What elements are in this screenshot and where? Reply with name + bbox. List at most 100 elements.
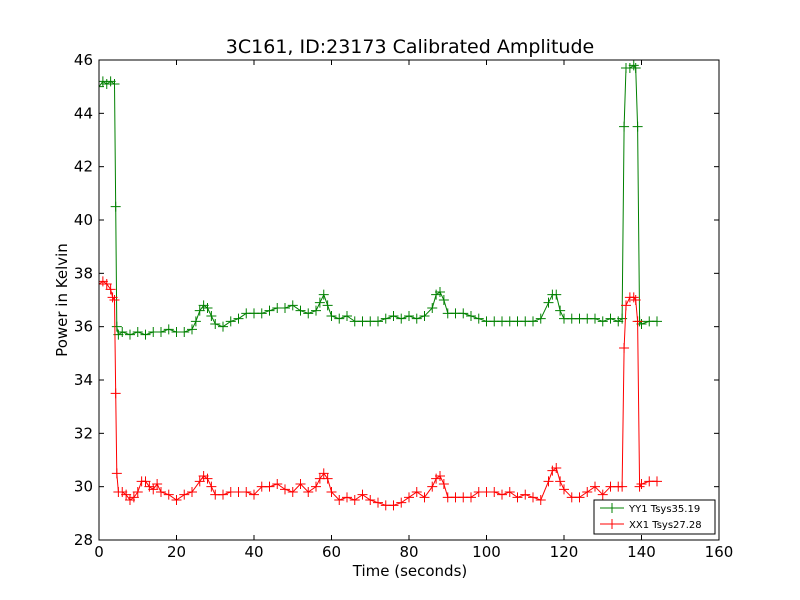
data-point-1-51 xyxy=(373,497,383,508)
data-point-1-17 xyxy=(148,484,159,495)
data-point-0-54 xyxy=(431,289,442,300)
data-point-1-12 xyxy=(128,492,139,503)
x-tick-label-5: 100 xyxy=(472,543,501,561)
data-point-1-38 xyxy=(287,487,298,497)
data-point-0-80 xyxy=(605,313,616,324)
data-point-0-25 xyxy=(225,316,236,327)
data-point-0-39 xyxy=(322,300,333,311)
data-point-1-2 xyxy=(101,279,112,289)
data-point-1-24 xyxy=(194,476,205,487)
data-point-1-16 xyxy=(144,481,155,492)
data-point-1-23 xyxy=(187,487,197,497)
data-point-0-26 xyxy=(233,313,244,324)
data-point-0-70 xyxy=(543,297,554,308)
data-point-1-91 xyxy=(628,292,639,303)
data-point-1-56 xyxy=(411,487,422,497)
data-point-1-20 xyxy=(163,489,174,500)
data-point-0-14 xyxy=(163,324,174,335)
data-point-0-0 xyxy=(99,81,104,92)
data-point-1-97 xyxy=(652,476,662,487)
y-tick-label-1: 30 xyxy=(74,478,93,496)
data-point-0-29 xyxy=(256,308,267,319)
data-point-1-11 xyxy=(125,495,135,505)
data-point-0-37 xyxy=(314,297,325,308)
data-point-1-92 xyxy=(630,295,641,305)
data-point-1-50 xyxy=(365,495,376,505)
data-point-1-83 xyxy=(590,481,600,492)
data-point-0-41 xyxy=(334,313,345,324)
data-point-0-9 xyxy=(125,329,135,340)
ticks-layer: 0 20 40 60 80 100 120 140 160 28 30 32 34 36 38 40 42 44 4… xyxy=(74,51,733,561)
data-point-0-47 xyxy=(380,313,391,324)
y-tick-label-8: 44 xyxy=(74,104,93,122)
data-point-1-33 xyxy=(249,489,259,500)
data-point-1-22 xyxy=(179,489,190,500)
data-point-1-76 xyxy=(547,465,558,476)
data-point-1-46 xyxy=(334,495,345,505)
chart-title: 3C161, ID:23173 Calibrated Amplitude xyxy=(226,36,594,58)
data-point-1-32 xyxy=(241,487,252,497)
data-point-1-5 xyxy=(109,295,120,305)
data-point-1-44 xyxy=(322,473,333,484)
data-point-0-88 xyxy=(632,121,643,132)
data-point-1-15 xyxy=(140,476,151,487)
data-point-1-61 xyxy=(438,479,449,489)
data-point-1-72 xyxy=(520,489,531,500)
series-layer xyxy=(99,60,662,511)
data-point-0-55 xyxy=(435,287,445,297)
data-point-1-29 xyxy=(218,489,228,500)
data-point-1-57 xyxy=(419,492,430,503)
data-point-1-26 xyxy=(202,473,213,484)
data-point-1-89 xyxy=(621,300,631,311)
data-point-0-72 xyxy=(551,289,562,300)
data-point-0-23 xyxy=(210,319,221,329)
data-point-1-71 xyxy=(512,492,523,503)
data-point-0-50 xyxy=(404,311,414,321)
data-point-1-74 xyxy=(535,495,546,505)
y-tick-label-9: 46 xyxy=(74,51,93,69)
legend-label-yy1: YY1 Tsys35.19 xyxy=(628,504,700,515)
data-point-0-20 xyxy=(198,300,209,311)
data-point-0-68 xyxy=(528,316,538,327)
data-point-1-88 xyxy=(619,343,630,353)
data-point-1-53 xyxy=(388,500,399,511)
y-tick-label-3: 34 xyxy=(74,371,93,389)
data-point-1-19 xyxy=(156,487,166,497)
data-point-1-84 xyxy=(597,489,608,500)
data-point-1-94 xyxy=(634,481,645,492)
data-point-0-13 xyxy=(156,327,166,337)
data-point-0-24 xyxy=(218,321,228,332)
data-point-1-40 xyxy=(303,487,314,497)
data-point-0-36 xyxy=(311,305,321,316)
data-point-0-42 xyxy=(342,311,352,321)
data-point-1-70 xyxy=(504,487,515,497)
data-point-0-83 xyxy=(619,121,630,132)
data-point-0-5 xyxy=(110,201,121,212)
legend-entry-xx1: XX1 Tsys27.28 xyxy=(600,519,702,531)
data-point-1-81 xyxy=(574,492,585,503)
legend-box xyxy=(593,499,716,535)
data-point-0-17 xyxy=(187,324,197,335)
data-point-1-93 xyxy=(632,316,643,327)
data-point-1-77 xyxy=(551,463,562,473)
data-point-1-54 xyxy=(396,497,407,508)
data-point-1-79 xyxy=(559,484,569,495)
x-tick-label-1: 20 xyxy=(167,543,186,561)
data-point-0-33 xyxy=(287,300,298,311)
data-point-1-35 xyxy=(264,481,275,492)
data-point-1-95 xyxy=(636,479,647,489)
data-point-0-81 xyxy=(613,316,624,327)
data-point-1-25 xyxy=(198,471,209,481)
y-tick-label-4: 36 xyxy=(74,318,93,336)
data-point-1-82 xyxy=(582,487,593,497)
data-point-0-19 xyxy=(194,305,205,316)
legend-label-xx1: XX1 Tsys27.28 xyxy=(629,520,702,531)
y-tick-label-2: 32 xyxy=(74,424,93,442)
data-point-1-39 xyxy=(295,479,306,489)
data-point-1-4 xyxy=(107,292,118,303)
data-point-0-69 xyxy=(535,313,546,324)
x-tick-label-6: 120 xyxy=(550,543,579,561)
data-point-1-27 xyxy=(206,481,217,492)
x-tick-label-3: 60 xyxy=(322,543,341,561)
series-1 xyxy=(99,276,662,511)
